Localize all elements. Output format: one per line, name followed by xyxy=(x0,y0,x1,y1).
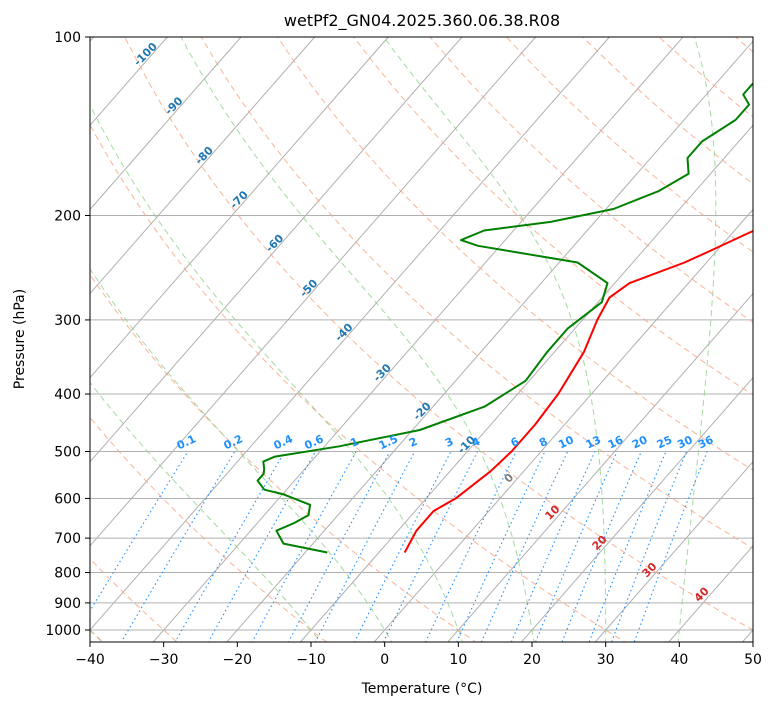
x-tick-label: −30 xyxy=(149,652,179,668)
moist-adiabat-line xyxy=(677,37,717,642)
mixing-ratio-line xyxy=(456,451,546,642)
x-tick-label: 50 xyxy=(744,652,762,668)
y-tick-label: 400 xyxy=(54,387,81,403)
isotherm-line xyxy=(521,376,753,642)
moist-adiabat-line xyxy=(180,37,535,642)
x-tick-label: −10 xyxy=(296,652,326,668)
mixing-ratio-line xyxy=(90,451,189,612)
y-tick-label: 200 xyxy=(54,209,81,225)
mixing-ratio-label: 25 xyxy=(655,433,674,451)
x-tick-label: 40 xyxy=(670,652,688,668)
x-axis-label: Temperature (°C) xyxy=(361,681,483,697)
dry-adiabat-line xyxy=(90,558,178,642)
isotherm-line xyxy=(90,37,389,379)
grid-layer xyxy=(90,37,753,642)
x-tick-label: −20 xyxy=(223,652,253,668)
dewpoint-profile-line xyxy=(256,82,753,554)
mixing-ratio-line xyxy=(611,451,688,642)
isotherm-line xyxy=(90,37,242,211)
mixing-ratio-line xyxy=(207,451,316,642)
mixing-ratio-label: 20 xyxy=(630,433,650,451)
axes-layer: −40 −30 −20 −10 0 10 20 30 40 50 100 200 300 400 500 60… xyxy=(45,30,762,668)
isotherm-line xyxy=(594,461,753,642)
isotherm-line xyxy=(447,292,753,642)
mixing-ratio-label: 10 xyxy=(556,433,576,451)
x-tick-label: 0 xyxy=(380,652,389,668)
y-axis-label: Pressure (hPa) xyxy=(12,289,28,389)
isotherm-line xyxy=(152,37,684,642)
y-tick-label: 900 xyxy=(54,596,81,612)
mixing-ratio-line xyxy=(353,451,452,642)
line-labels-layer: 0.1 0.2 0.4 0.6 1 1.5 2 3 4 6 8 10 13 16 20 25 30 36-100-… xyxy=(131,40,716,605)
y-tick-label: 100 xyxy=(54,30,81,46)
y-tick-label: 600 xyxy=(54,491,81,507)
moist-adiabat-line xyxy=(90,104,464,642)
dry-adiabat-line xyxy=(277,37,753,471)
chart-title: wetPf2_GN04.2025.360.06.38.R08 xyxy=(284,11,560,31)
mixing-ratio-line xyxy=(633,451,708,642)
x-tick-label: 20 xyxy=(523,652,541,668)
mixing-ratio-line xyxy=(314,451,416,642)
mixing-ratio-label: 13 xyxy=(584,433,603,451)
y-tick-label: 1000 xyxy=(45,623,81,639)
isotherm-line xyxy=(373,208,753,642)
x-tick-label: 10 xyxy=(449,652,467,668)
y-tick-label: 300 xyxy=(54,313,81,329)
mixing-ratio-line xyxy=(251,451,357,642)
dry-adiabat-line xyxy=(90,273,477,642)
moist-adiabat-line xyxy=(383,37,607,642)
dry-adiabat-line xyxy=(90,123,626,642)
mixing-ratio-label: 30 xyxy=(675,433,695,451)
mixing-ratio-line xyxy=(120,451,236,642)
mixing-ratio-line xyxy=(588,451,667,642)
moist-adiabat-line xyxy=(90,381,322,642)
series-layer xyxy=(256,82,753,554)
mixing-ratio-label: 16 xyxy=(606,433,626,451)
y-tick-label: 700 xyxy=(54,531,81,547)
mixing-ratio-line xyxy=(382,451,478,642)
mixing-ratio-line xyxy=(287,451,391,642)
y-tick-label: 500 xyxy=(54,444,81,460)
isotherm-line xyxy=(90,37,463,463)
moist-adiabat-line xyxy=(90,268,393,642)
mixing-ratio-label: 36 xyxy=(696,433,716,451)
mixing-ratio-line xyxy=(174,451,286,642)
y-tick-label: 800 xyxy=(54,566,81,582)
plot-frame xyxy=(89,36,754,643)
isotherm-line xyxy=(226,40,753,642)
temperature-profile-line xyxy=(403,229,753,553)
x-tick-label: 30 xyxy=(597,652,615,668)
mixing-ratio-line xyxy=(425,451,517,642)
isotherm-line xyxy=(90,37,537,547)
isotherm-line xyxy=(90,37,610,631)
x-tick-label: −40 xyxy=(75,652,105,668)
isotherm-line xyxy=(90,37,316,295)
